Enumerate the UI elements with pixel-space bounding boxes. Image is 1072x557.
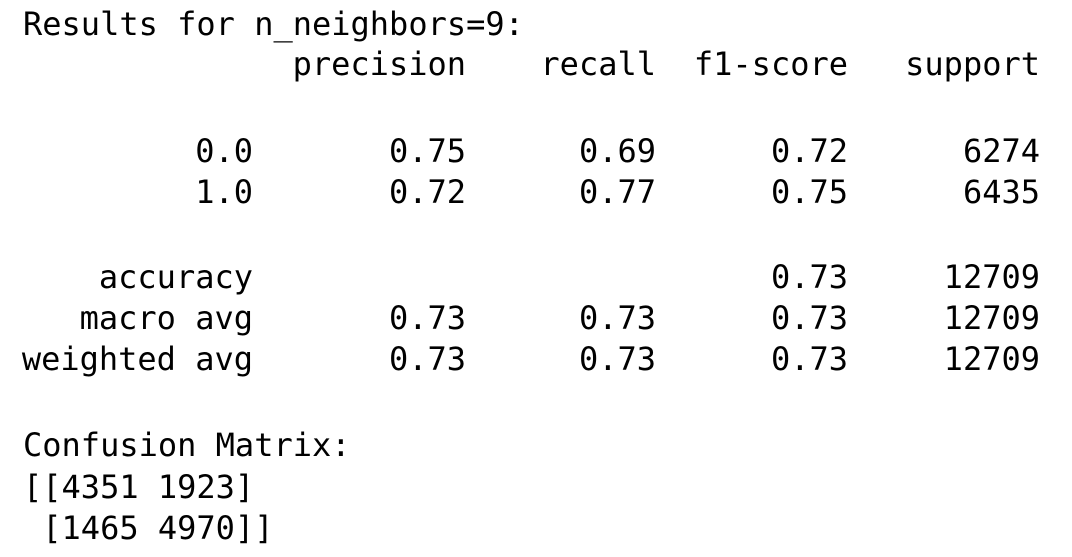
col-header-precision: precision: [292, 45, 466, 83]
precision-value: 0.75: [388, 132, 466, 170]
table-row: macro avg 0.73 0.73 0.73 12709: [0, 298, 1072, 338]
recall-value: 0.69: [578, 132, 656, 170]
col-header-support: support: [905, 45, 1040, 83]
support-value: 12709: [943, 340, 1040, 378]
table-row: 1.0 0.72 0.77 0.75 6435: [0, 172, 1072, 212]
f1-value: 0.75: [770, 173, 848, 211]
support-value: 12709: [943, 258, 1040, 296]
col-header-recall: recall: [540, 45, 656, 83]
summary-label: accuracy: [98, 258, 253, 296]
class-label: 1.0: [195, 173, 253, 211]
table-row: 0.0 0.75 0.69 0.72 6274: [0, 131, 1072, 171]
table-row: weighted avg 0.73 0.73 0.73 12709: [0, 339, 1072, 379]
recall-value: 0.73: [578, 299, 656, 337]
f1-value: 0.73: [770, 299, 848, 337]
support-value: 6435: [962, 173, 1040, 211]
support-value: 12709: [943, 299, 1040, 337]
summary-label: macro avg: [79, 299, 253, 337]
precision-value: 0.72: [388, 173, 466, 211]
recall-value: 0.77: [578, 173, 656, 211]
support-value: 6274: [962, 132, 1040, 170]
col-header-f1-score: f1-score: [693, 45, 848, 83]
recall-value: 0.73: [578, 340, 656, 378]
precision-value: 0.73: [388, 340, 466, 378]
report-header-row: precision recall f1-score support: [0, 44, 1072, 84]
f1-value: 0.73: [770, 340, 848, 378]
f1-value: 0.72: [770, 132, 848, 170]
precision-value: 0.73: [388, 299, 466, 337]
summary-label: weighted avg: [21, 340, 253, 378]
confusion-matrix-row: [1465 4970]]: [23, 509, 274, 547]
results-heading: Results for n_neighbors=9:: [23, 5, 524, 43]
f1-value: 0.73: [770, 258, 848, 296]
confusion-matrix-row: [[4351 1923]: [23, 468, 255, 506]
table-row: accuracy 0.73 12709: [0, 257, 1072, 297]
confusion-matrix-heading: Confusion Matrix:: [23, 426, 351, 464]
class-label: 0.0: [195, 132, 253, 170]
